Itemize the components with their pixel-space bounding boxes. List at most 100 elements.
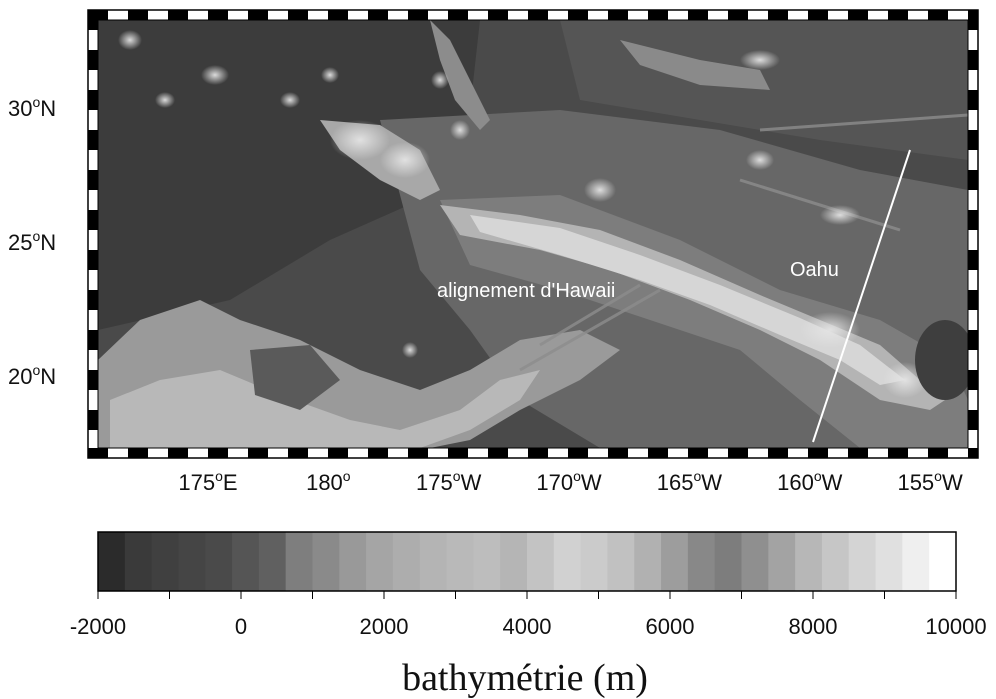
frame-segment <box>88 10 98 30</box>
bathymetry-map: alignement d'Hawaii Oahu <box>98 20 968 448</box>
fracture-zones <box>519 113 968 372</box>
colorbar-tick-label: 10000 <box>925 614 986 639</box>
southwest-plateau-crest <box>110 370 540 448</box>
frame-segment <box>848 10 868 20</box>
longitude-labels: 175oE 180o 175oW 170oW 165oW 160oW 155oW <box>178 468 963 495</box>
frame-segment <box>528 10 548 20</box>
frame-segment <box>728 448 748 458</box>
frame-segment <box>888 10 908 20</box>
frame-segment <box>88 330 98 350</box>
frame-segment <box>368 10 388 20</box>
seamount-dots <box>118 30 927 398</box>
colorbar-tick-label: 6000 <box>646 614 695 639</box>
colorbar-tick-label: 2000 <box>360 614 409 639</box>
southwest-basin <box>250 345 340 410</box>
colorbar-swatch <box>741 532 769 591</box>
colorbar-swatch <box>205 532 233 591</box>
frame-segment <box>488 448 508 458</box>
frame-segment <box>968 290 978 310</box>
frame-segment <box>528 448 548 458</box>
colorbar-swatch <box>392 532 421 591</box>
colorbar-swatch <box>553 532 582 591</box>
map-frame <box>87 9 979 459</box>
frame-segment <box>88 410 98 430</box>
colorbar-ticks: -2000 0 2000 4000 6000 8000 10000 <box>70 591 987 639</box>
longitude-label: 180o <box>306 468 351 495</box>
eastern-deep <box>915 320 968 400</box>
colorbar <box>97 531 957 592</box>
frame-segment <box>808 10 828 20</box>
colorbar-swatch <box>473 532 501 591</box>
frame-segment <box>968 410 978 430</box>
frame-segment <box>688 10 708 20</box>
frame-segment <box>248 448 268 458</box>
colorbar-swatch <box>714 532 742 591</box>
colorbar-swatch <box>232 532 260 591</box>
colorbar-tick-label: -2000 <box>70 614 126 639</box>
frame-segment <box>448 448 468 458</box>
frame-segment <box>648 10 668 20</box>
colorbar-swatch <box>795 532 823 591</box>
longitude-label: 155oW <box>897 468 963 495</box>
colorbar-swatch <box>821 532 850 591</box>
colorbar-tick-label: 8000 <box>789 614 838 639</box>
colorbar-swatch <box>661 532 689 591</box>
frame-segment <box>928 10 948 20</box>
frame-segment <box>968 10 978 30</box>
frame-segment <box>88 370 98 390</box>
frame-segment <box>208 10 228 20</box>
colorbar-swatch <box>339 532 367 591</box>
latitude-label: 25oN <box>8 228 56 255</box>
colorbar-swatch <box>902 532 930 591</box>
frame-segment <box>928 448 948 458</box>
longitude-label: 170oW <box>536 468 602 495</box>
frame-segment <box>608 10 628 20</box>
colorbar-swatch <box>607 532 635 591</box>
frame-segment <box>888 448 908 458</box>
frame-segment <box>688 448 708 458</box>
northeast-seamounts <box>620 40 770 90</box>
frame-segment <box>768 448 788 458</box>
colorbar-swatch <box>258 532 287 591</box>
frame-segment <box>168 448 188 458</box>
frame-segment <box>288 448 308 458</box>
chain-label: alignement d'Hawaii <box>437 280 615 302</box>
latitude-label: 30oN <box>8 94 56 121</box>
frame-segment <box>968 170 978 190</box>
frame-segment <box>88 50 98 70</box>
latitude-labels: 30oN 25oN 20oN <box>8 94 56 389</box>
frame-segment <box>408 10 428 20</box>
colorbar-swatch <box>151 532 179 591</box>
colorbar-swatch <box>124 532 153 591</box>
longitude-label: 165oW <box>657 468 723 495</box>
frame-segment <box>88 290 98 310</box>
frame-segment <box>968 330 978 350</box>
frame-segment <box>968 130 978 150</box>
frame-segment <box>128 10 148 20</box>
colorbar-swatch <box>687 532 716 591</box>
colorbar-swatch <box>500 532 528 591</box>
frame-segment <box>88 210 98 230</box>
colorbar-swatch <box>312 532 340 591</box>
frame-segment <box>648 448 668 458</box>
frame-segment <box>88 250 98 270</box>
colorbar-swatch <box>768 532 796 591</box>
frame-segment <box>328 448 348 458</box>
colorbar-swatch <box>285 532 313 591</box>
frame-segment <box>568 10 588 20</box>
frame-segment <box>128 448 148 458</box>
colorbar-swatch <box>848 532 877 591</box>
frame-segment <box>968 250 978 270</box>
frame-segment <box>168 10 188 20</box>
oahu-label: Oahu <box>790 259 839 281</box>
colorbar-swatch <box>634 532 662 591</box>
colorbar-swatch <box>875 532 903 591</box>
colorbar-swatch <box>366 532 394 591</box>
frame-segment <box>808 448 828 458</box>
frame-segment <box>88 130 98 150</box>
frame-segment <box>368 448 388 458</box>
colorbar-swatch <box>419 532 448 591</box>
frame-segment <box>968 370 978 390</box>
colorbar-swatch <box>527 532 555 591</box>
